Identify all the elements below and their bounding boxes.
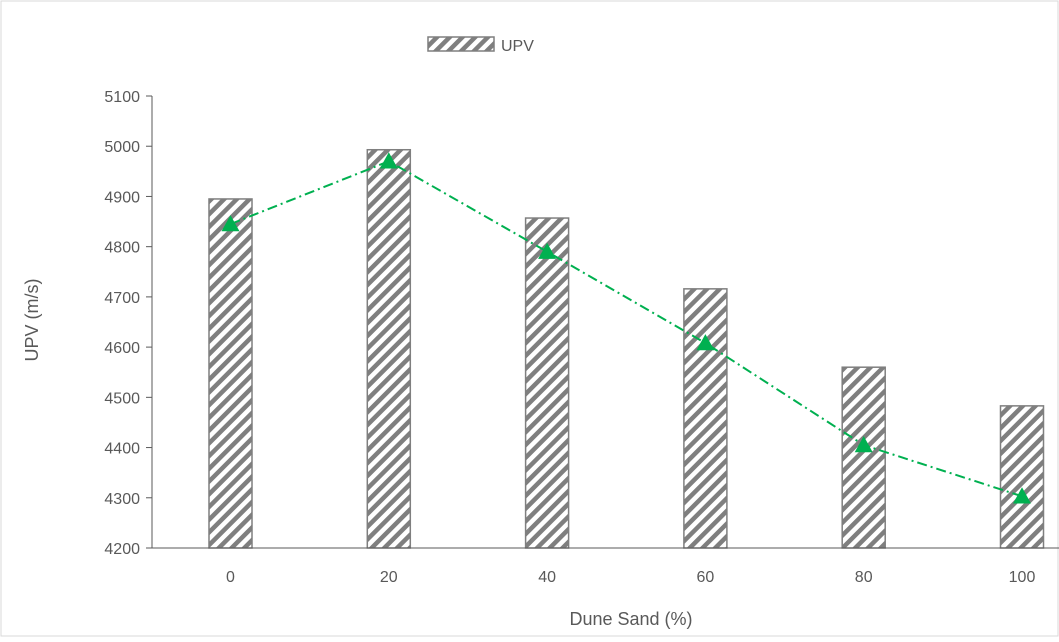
y-axis-ticks: 4200 4300 4400 4500 4600 4700 4800 4900 5000 5100 [104, 89, 152, 558]
trend-marker-100 [1013, 487, 1031, 504]
y-tick-label: 4400 [104, 441, 140, 458]
axes [151, 96, 1059, 549]
x-tick-label: 60 [697, 569, 715, 586]
trend-marker-60 [696, 334, 715, 351]
y-tick-label: 4900 [104, 189, 140, 206]
x-tick-label: 0 [226, 569, 235, 586]
y-tick-label: 4500 [104, 390, 140, 407]
x-tick-label: 20 [380, 569, 398, 586]
bar-100 [999, 405, 1045, 549]
trend-line-path [230, 160, 1023, 498]
bar-20 [366, 148, 412, 549]
trend-marker-20 [379, 152, 398, 169]
y-tick-label: 5100 [104, 89, 140, 106]
trend-marker-80 [854, 436, 873, 453]
x-axis-title: Dune Sand (%) [569, 609, 692, 629]
trend-marker-40 [538, 242, 557, 259]
x-tick-label: 80 [855, 569, 873, 586]
y-tick-label: 4800 [104, 240, 140, 257]
x-tick-label: 40 [538, 569, 556, 586]
bar-80 [841, 366, 886, 549]
y-tick-label: 4300 [104, 491, 140, 508]
bar-0 [208, 198, 253, 549]
trend-marker-0 [221, 215, 240, 232]
legend-label-upv: UPV [501, 38, 534, 55]
legend-swatch-upv [427, 36, 495, 52]
bar-40 [524, 217, 570, 549]
x-tick-label: 100 [1009, 569, 1036, 586]
legend: UPV [427, 36, 534, 55]
bars [208, 148, 1045, 549]
x-axis-ticks: 0 20 40 60 80 100 [226, 569, 1035, 586]
y-tick-label: 5000 [104, 139, 140, 156]
y-tick-label: 4600 [104, 340, 140, 357]
y-axis-title: UPV (m/s) [22, 279, 42, 362]
bar-60 [683, 288, 728, 549]
trend-line [221, 152, 1031, 504]
y-tick-label: 4200 [104, 541, 140, 558]
y-tick-label: 4700 [104, 290, 140, 307]
